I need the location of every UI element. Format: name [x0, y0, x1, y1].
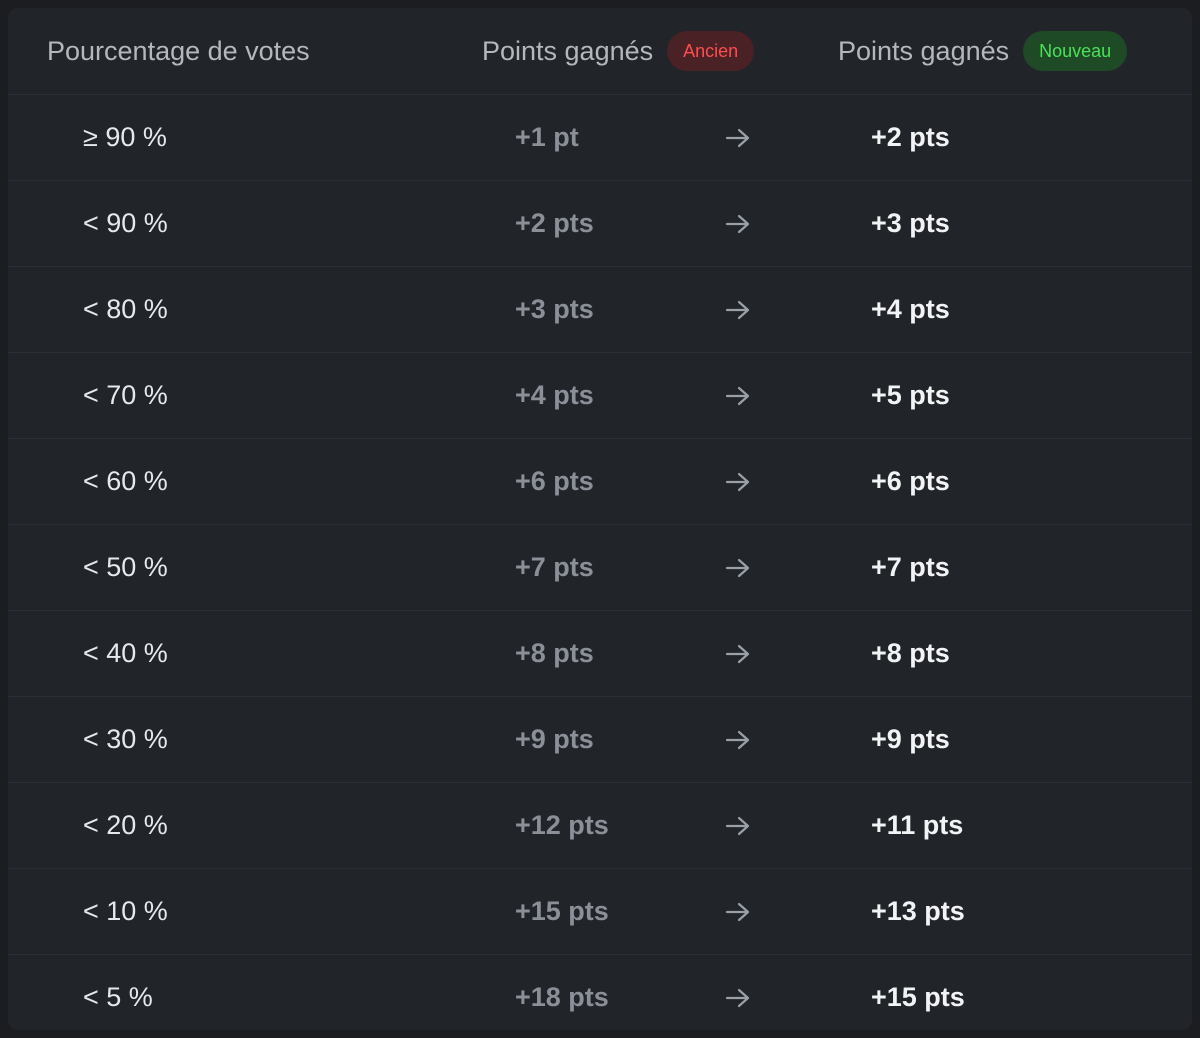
- arrow-right-icon: [723, 267, 753, 352]
- percentage-cell: < 30 %: [83, 724, 168, 754]
- table-row: < 10 % +15 pts +13 pts: [8, 869, 1192, 955]
- old-points-cell: +12 pts: [515, 810, 609, 840]
- points-table: Pourcentage de votes Points gagnés Ancie…: [8, 8, 1192, 1030]
- percentage-cell: ≥ 90 %: [83, 122, 167, 152]
- header-old-label: Points gagnés: [482, 35, 654, 66]
- arrow-right-icon: [723, 783, 753, 868]
- header-new-label: Points gagnés: [838, 35, 1010, 66]
- old-badge: Ancien: [667, 31, 755, 71]
- new-points-cell: +3 pts: [871, 208, 950, 238]
- percentage-cell: < 50 %: [83, 552, 168, 582]
- arrow-right-icon: [723, 439, 753, 524]
- table-row: < 70 % +4 pts +5 pts: [8, 353, 1192, 439]
- arrow-right-icon: [723, 955, 753, 1030]
- percentage-cell: < 70 %: [83, 380, 168, 410]
- percentage-cell: < 80 %: [83, 294, 168, 324]
- percentage-cell: < 5 %: [83, 982, 153, 1012]
- arrow-right-icon: [723, 95, 753, 180]
- header-old-points: Points gagnés Ancien: [482, 8, 755, 94]
- table-body: ≥ 90 % +1 pt +2 pts < 90 % +2 pts +3 pts…: [8, 95, 1192, 1030]
- new-points-cell: +4 pts: [871, 294, 950, 324]
- new-badge: Nouveau: [1023, 31, 1128, 71]
- table-row: < 30 % +9 pts +9 pts: [8, 697, 1192, 783]
- arrow-right-icon: [723, 525, 753, 610]
- table-row: < 20 % +12 pts +11 pts: [8, 783, 1192, 869]
- percentage-cell: < 10 %: [83, 896, 168, 926]
- percentage-cell: < 90 %: [83, 208, 168, 238]
- new-points-cell: +13 pts: [871, 896, 965, 926]
- old-points-cell: +1 pt: [515, 122, 579, 152]
- percentage-cell: < 40 %: [83, 638, 168, 668]
- old-points-cell: +8 pts: [515, 638, 594, 668]
- arrow-right-icon: [723, 353, 753, 438]
- new-points-cell: +9 pts: [871, 724, 950, 754]
- header-percentage: Pourcentage de votes: [47, 8, 310, 94]
- header-new-points: Points gagnés Nouveau: [838, 8, 1128, 94]
- table-row: < 80 % +3 pts +4 pts: [8, 267, 1192, 353]
- arrow-right-icon: [723, 697, 753, 782]
- table-row: < 50 % +7 pts +7 pts: [8, 525, 1192, 611]
- old-points-cell: +3 pts: [515, 294, 594, 324]
- old-points-cell: +18 pts: [515, 982, 609, 1012]
- table-row: < 60 % +6 pts +6 pts: [8, 439, 1192, 525]
- table-row: < 5 % +18 pts +15 pts: [8, 955, 1192, 1030]
- new-points-cell: +5 pts: [871, 380, 950, 410]
- new-points-cell: +7 pts: [871, 552, 950, 582]
- new-points-cell: +2 pts: [871, 122, 950, 152]
- new-points-cell: +15 pts: [871, 982, 965, 1012]
- table-header: Pourcentage de votes Points gagnés Ancie…: [8, 8, 1192, 95]
- old-points-cell: +4 pts: [515, 380, 594, 410]
- arrow-right-icon: [723, 181, 753, 266]
- old-points-cell: +2 pts: [515, 208, 594, 238]
- new-points-cell: +6 pts: [871, 466, 950, 496]
- percentage-cell: < 60 %: [83, 466, 168, 496]
- table-row: < 90 % +2 pts +3 pts: [8, 181, 1192, 267]
- old-points-cell: +9 pts: [515, 724, 594, 754]
- new-points-cell: +8 pts: [871, 638, 950, 668]
- header-percentage-label: Pourcentage de votes: [47, 35, 310, 66]
- new-points-cell: +11 pts: [871, 810, 964, 840]
- percentage-cell: < 20 %: [83, 810, 168, 840]
- old-points-cell: +15 pts: [515, 896, 609, 926]
- arrow-right-icon: [723, 611, 753, 696]
- table-row: ≥ 90 % +1 pt +2 pts: [8, 95, 1192, 181]
- old-points-cell: +7 pts: [515, 552, 594, 582]
- table-row: < 40 % +8 pts +8 pts: [8, 611, 1192, 697]
- old-points-cell: +6 pts: [515, 466, 594, 496]
- arrow-right-icon: [723, 869, 753, 954]
